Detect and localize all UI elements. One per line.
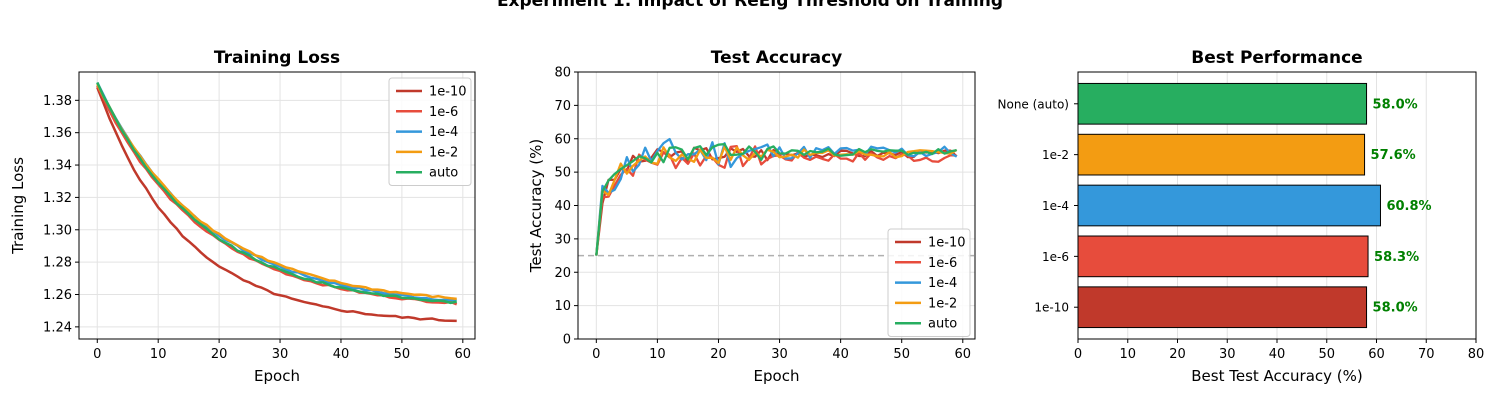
y-tick-label: 1.38 [43, 94, 72, 109]
bar-value-label: 57.6% [1371, 148, 1416, 163]
legend-label: 1e-10 [429, 85, 467, 100]
legend-label: auto [928, 317, 957, 332]
x-tick-label: 20 [710, 347, 727, 362]
x-tick-label: 0 [592, 347, 600, 362]
loss-line-1e-10 [96, 86, 457, 323]
legend-label: 1e-4 [928, 276, 957, 291]
bar-value-label: 58.3% [1374, 250, 1419, 265]
y-axis-label: Training Loss [9, 157, 27, 255]
x-tick-label: 30 [1219, 347, 1236, 362]
bar-1e-10 [1077, 286, 1368, 329]
plot-frame [78, 71, 476, 340]
legend-label: 1e-6 [928, 256, 957, 271]
x-tick-label: 40 [1269, 347, 1286, 362]
x-tick-label: 10 [649, 347, 666, 362]
bar-None (auto) [1077, 82, 1368, 125]
x-tick-label: 10 [150, 347, 167, 362]
x-axis-label: Epoch [754, 367, 800, 385]
bar-value-label: 58.0% [1373, 301, 1418, 316]
plot-frame [1077, 71, 1477, 340]
y-tick-label: 1.32 [43, 191, 72, 206]
x-tick-label: 30 [272, 347, 289, 362]
y-tick-label: 30 [554, 232, 571, 247]
x-tick-label: 50 [1318, 347, 1335, 362]
legend-box [887, 228, 971, 337]
x-tick-label: 0 [1074, 347, 1082, 362]
x-tick-label: 60 [455, 347, 472, 362]
test-accuracy-panel: 0 10 20 30 40 50 60 0 10 20 30 40 50 60 70 80 Test Accur… [527, 48, 976, 385]
y-tick-label: 20 [554, 266, 571, 281]
bar-1e-4 [1077, 184, 1381, 227]
x-tick-label: 0 [93, 347, 101, 362]
y-tick-label: 1.30 [43, 223, 72, 238]
x-tick-label: 20 [211, 347, 228, 362]
category-label: 1e-4 [1042, 199, 1069, 213]
y-tick-label: 40 [554, 199, 571, 214]
panel-title: Training Loss [214, 48, 340, 68]
category-label: 1e-6 [1042, 250, 1069, 264]
x-tick-label: 60 [955, 347, 972, 362]
legend-label: auto [429, 166, 458, 181]
legend-label: 1e-4 [429, 125, 458, 140]
x-tick-label: 40 [333, 347, 350, 362]
figure-title: Experiment 1: Impact of ReEig Threshold … [497, 0, 1003, 11]
legend-label: 1e-6 [429, 105, 458, 120]
y-tick-label: 10 [554, 299, 571, 314]
x-tick-label: 80 [1468, 347, 1485, 362]
y-tick-label: 1.34 [43, 159, 72, 174]
y-tick-label: 60 [554, 132, 571, 147]
accuracy-line-1e-2 [595, 145, 958, 256]
bar-value-label: 58.0% [1373, 97, 1418, 112]
y-tick-label: 1.28 [43, 256, 72, 271]
legend-label: 1e-10 [928, 236, 966, 251]
legend-label: 1e-2 [928, 296, 957, 311]
panel-title: Best Performance [1191, 48, 1362, 68]
panel-title: Test Accuracy [711, 48, 842, 68]
loss-lines [96, 81, 458, 323]
training-loss-panel: 0 10 20 30 40 50 60 1.24 1.26 1.28 1.30 1.32 1.34 1.3… [9, 48, 476, 385]
best-performance-panel: 0 10 20 30 40 50 60 70 80 None (auto) 58.0% 1e-2 57.… [998, 48, 1485, 385]
y-tick-label: 1.36 [43, 126, 72, 141]
accuracy-line-auto [595, 142, 957, 256]
bar-1e-6 [1077, 235, 1369, 278]
x-tick-label: 10 [1119, 347, 1136, 362]
x-tick-label: 50 [893, 347, 910, 362]
y-axis-label: Test Accuracy (%) [527, 139, 545, 274]
category-label: 1e-2 [1042, 148, 1069, 162]
x-tick-label: 20 [1169, 347, 1186, 362]
y-tick-label: 1.26 [43, 288, 72, 303]
y-tick-label: 80 [554, 66, 571, 81]
x-axis-label: Epoch [254, 367, 300, 385]
accuracy-lines [595, 137, 958, 256]
x-axis-label: Best Test Accuracy (%) [1191, 367, 1363, 385]
category-label: None (auto) [998, 97, 1070, 111]
y-tick-label: 50 [554, 166, 571, 181]
category-label: 1e-10 [1034, 301, 1069, 315]
x-tick-label: 50 [394, 347, 411, 362]
y-tick-label: 0 [563, 333, 571, 348]
bar-value-label: 60.8% [1386, 199, 1431, 214]
loss-line-1e-2 [96, 83, 457, 301]
legend-label: 1e-2 [429, 145, 458, 160]
plot-frame [577, 71, 976, 340]
x-tick-label: 40 [832, 347, 849, 362]
y-tick-label: 1.24 [43, 320, 72, 335]
legend-box [388, 77, 472, 186]
loss-line-auto [96, 82, 457, 305]
x-tick-label: 30 [771, 347, 788, 362]
y-tick-label: 70 [554, 99, 571, 114]
x-tick-label: 60 [1368, 347, 1385, 362]
x-tick-label: 70 [1418, 347, 1435, 362]
bar-1e-2 [1077, 133, 1366, 176]
bars [1077, 82, 1381, 329]
